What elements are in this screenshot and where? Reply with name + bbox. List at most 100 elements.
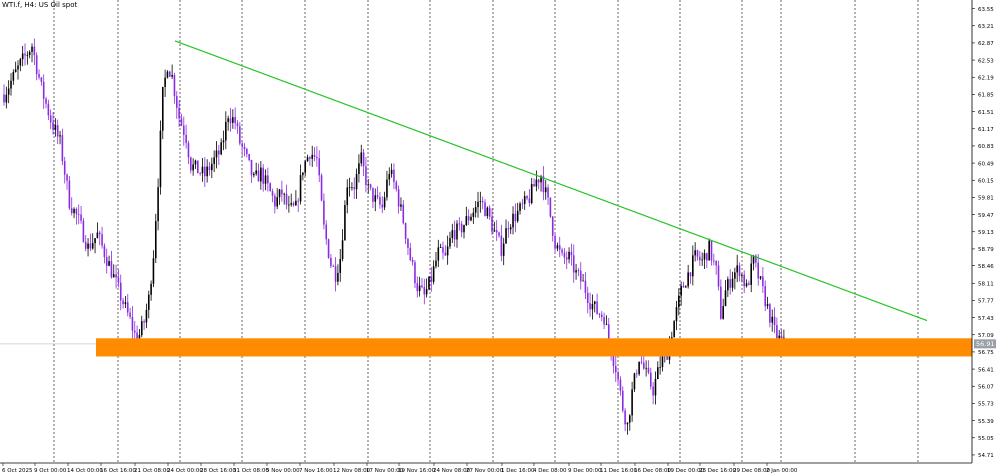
- candle-bear: [334, 266, 337, 282]
- candle-bull: [171, 75, 173, 77]
- candle-bear: [187, 142, 190, 158]
- time-tick-label: 21 Oct 08:00: [134, 468, 170, 474]
- current-price-tag: 56.91: [974, 339, 996, 349]
- time-tick-label: 2 Jan 00:00: [766, 468, 798, 474]
- candle-bull: [5, 94, 8, 103]
- candle-bear: [309, 157, 311, 159]
- candle-bull: [654, 379, 657, 396]
- candle-bull: [339, 259, 342, 273]
- candle-bull: [659, 367, 661, 368]
- candle-bull: [463, 225, 465, 233]
- price-tick-label: 62.87: [978, 41, 994, 47]
- time-tick-label: 9 Oct 00:00: [34, 468, 67, 474]
- candle-bull: [112, 274, 115, 278]
- candle-bull: [264, 175, 267, 184]
- candle-bear: [68, 180, 71, 209]
- price-tick-label: 58.46: [978, 264, 994, 270]
- candle-bear: [748, 283, 750, 285]
- candle-bull: [633, 373, 636, 390]
- candle-bear: [75, 208, 78, 215]
- candle-bear: [105, 257, 108, 266]
- candle-bull: [593, 301, 596, 305]
- candle-bear: [362, 152, 365, 167]
- price-tick-label: 58.79: [978, 247, 994, 253]
- candle-bull: [164, 77, 166, 88]
- candle-bear: [42, 81, 45, 99]
- candle-bull: [59, 135, 61, 137]
- candle-bear: [197, 160, 199, 174]
- candle-bull: [10, 80, 12, 89]
- candle-bear: [101, 234, 103, 246]
- candle-bear: [780, 335, 783, 339]
- candle-bear: [80, 214, 82, 221]
- candle-bear: [353, 187, 356, 190]
- candle-bull: [386, 179, 388, 198]
- price-tick-label: 61.85: [978, 93, 994, 99]
- candle-bull: [94, 238, 96, 244]
- candle-bull: [556, 245, 559, 249]
- candle-bull: [341, 240, 344, 260]
- candle-bull: [152, 258, 155, 284]
- candle-bear: [652, 386, 654, 396]
- time-tick-label: 19 Nov 16:00: [398, 468, 436, 474]
- candle-bull: [306, 157, 309, 162]
- candle-bear: [323, 200, 325, 225]
- candle-bear: [729, 279, 731, 288]
- price-tick-label: 58.11: [978, 281, 994, 287]
- candle-bull: [516, 210, 519, 222]
- chart-title: WTI.f, H4: US Oil spot: [2, 1, 78, 9]
- candle-bear: [533, 184, 535, 187]
- candle-bull: [493, 230, 496, 232]
- candle-bear: [395, 181, 398, 190]
- candle-bull: [731, 278, 734, 288]
- candle-bear: [561, 249, 563, 253]
- candle-bear: [421, 285, 423, 288]
- time-tick-label: 27 Nov 00:00: [466, 468, 504, 474]
- time-tick-label: 28 Oct 16:00: [200, 468, 236, 474]
- candle-bear: [129, 312, 131, 317]
- candle-bear: [619, 379, 622, 391]
- candle-bear: [297, 200, 300, 202]
- candle-bull: [54, 125, 57, 130]
- candle-bear: [600, 314, 603, 318]
- price-tick-label: 63.55: [978, 7, 994, 13]
- candle-bear: [246, 148, 248, 154]
- candle-bear: [182, 125, 185, 135]
- candle-bull: [673, 321, 675, 338]
- candle-bull: [605, 324, 608, 326]
- candle-bear: [558, 245, 561, 250]
- candle-bull: [26, 54, 29, 56]
- candle-bear: [521, 203, 524, 205]
- candle-bear: [66, 174, 68, 181]
- descending-trendline[interactable]: [174, 40, 928, 322]
- candle-bear: [70, 208, 73, 214]
- candle-bear: [500, 235, 503, 256]
- support-zone[interactable]: [96, 338, 972, 357]
- candle-bull: [344, 205, 346, 241]
- candle-bear: [776, 325, 778, 339]
- candle-bull: [367, 184, 370, 186]
- candle-bear: [495, 230, 498, 233]
- candle-bear: [579, 270, 582, 282]
- candle-bear: [47, 103, 50, 116]
- candle-bear: [61, 135, 64, 162]
- time-tick-label: 16 Dec 08:00: [634, 468, 671, 474]
- candle-bull: [358, 163, 360, 175]
- candle-bear: [381, 204, 384, 208]
- candle-bull: [582, 280, 584, 282]
- candle-bull: [432, 266, 435, 282]
- candle-bear: [738, 265, 741, 276]
- candle-bear: [577, 270, 580, 272]
- price-tick-label: 62.53: [978, 58, 994, 64]
- candle-bear: [52, 122, 54, 130]
- candle-bear: [547, 187, 549, 198]
- price-tick-label: 56.07: [978, 384, 994, 390]
- candle-bull: [374, 195, 377, 202]
- candle-bear: [327, 239, 330, 258]
- candle-bull: [400, 204, 402, 207]
- candle-bull: [512, 213, 514, 228]
- price-tick-label: 55.05: [978, 436, 994, 442]
- candle-bull: [17, 65, 19, 70]
- candle-bear: [241, 143, 243, 147]
